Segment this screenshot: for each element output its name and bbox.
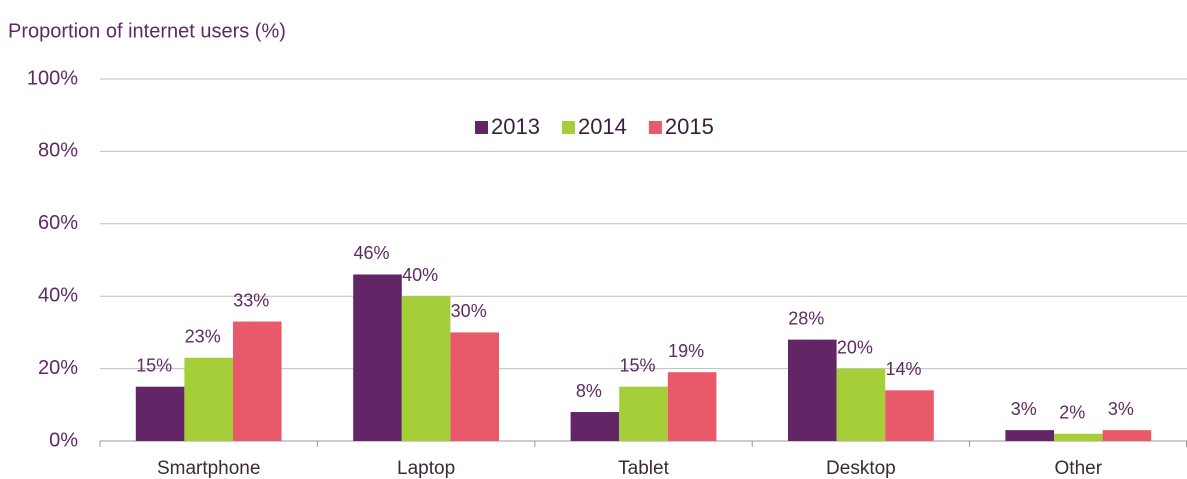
y-tick-label: 100%: [27, 67, 78, 89]
value-label: 40%: [402, 265, 438, 285]
bar: [1102, 430, 1152, 441]
value-label: 15%: [136, 355, 172, 375]
value-label: 30%: [451, 301, 487, 321]
value-label: 28%: [788, 308, 824, 328]
bar: [667, 372, 717, 441]
x-tick-label: Desktop: [826, 458, 896, 479]
y-tick-label: 80%: [38, 140, 78, 162]
value-label: 3%: [1011, 399, 1037, 419]
x-tick-label: Other: [1055, 458, 1103, 479]
x-tick-label: Tablet: [618, 458, 669, 479]
bar: [353, 274, 402, 441]
bar: [1054, 433, 1103, 441]
y-tick-label: 20%: [38, 357, 78, 379]
y-tick-label: 0%: [49, 429, 78, 451]
value-label: 23%: [185, 326, 221, 346]
bar: [450, 332, 499, 441]
value-label: 8%: [576, 381, 602, 401]
y-tick-label: 40%: [38, 284, 78, 306]
value-label: 46%: [353, 243, 389, 263]
bar: [135, 386, 185, 441]
y-tick-label: 60%: [38, 212, 78, 234]
bar: [233, 321, 282, 441]
bar: [619, 386, 668, 441]
bar: [184, 357, 233, 441]
value-label: 33%: [233, 290, 269, 310]
legend-label: 2015: [665, 114, 714, 139]
bar: [836, 368, 886, 441]
legend-swatch: [561, 121, 575, 134]
legend-swatch: [648, 121, 662, 134]
bar: [1005, 430, 1054, 441]
value-label: 3%: [1108, 399, 1134, 419]
legend-label: 2014: [578, 114, 627, 139]
value-label: 14%: [885, 359, 921, 379]
value-label: 2%: [1059, 403, 1085, 423]
bar: [885, 390, 934, 441]
value-label: 15%: [619, 355, 655, 375]
bar: [401, 296, 451, 441]
x-tick-label: Smartphone: [157, 458, 261, 479]
legend-swatch: [475, 121, 488, 134]
bar: [788, 339, 837, 441]
bar: [570, 412, 620, 441]
y-axis-label: Proportion of internet users (%): [8, 20, 286, 42]
x-tick-label: Laptop: [397, 458, 455, 479]
legend-label: 2013: [491, 114, 540, 139]
value-label: 20%: [837, 337, 873, 357]
value-label: 19%: [668, 341, 704, 361]
